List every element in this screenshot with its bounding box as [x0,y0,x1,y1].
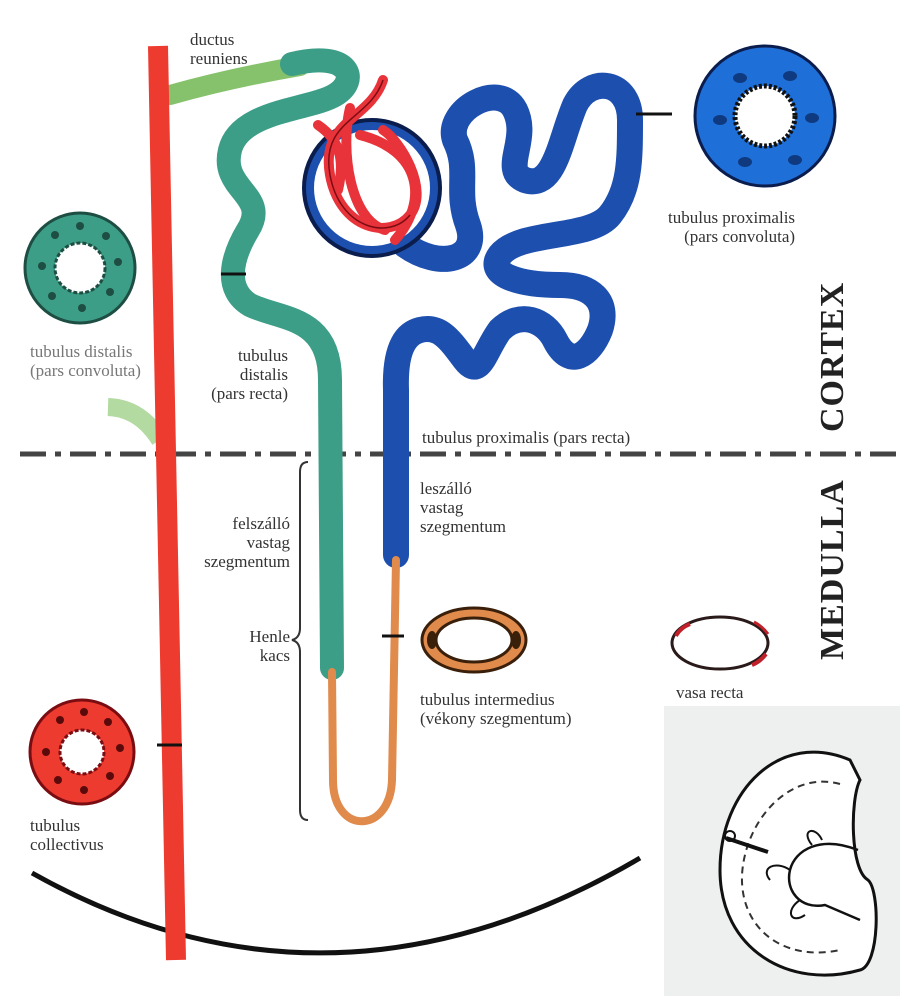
label-leszallo: leszálló vastag szegmentum [420,479,506,536]
cross-section-vasa-recta [670,615,770,671]
label-tubulus-distalis-convoluta: tubulus distalis (pars convoluta) [30,342,141,380]
label-tubulus-proximalis-recta: tubulus proximalis (pars recta) [422,428,631,447]
ductus-reuniens-fragment [107,398,168,446]
label-tubulus-collectivus: tubulus collectivus [30,816,104,854]
glomerulus-outline [327,79,411,229]
label-henle-kacs: Henle kacs [249,627,290,665]
kidney-inset [664,706,900,996]
henle-thin-segment [328,556,400,826]
ductus-reuniens [160,56,310,105]
label-tubulus-distalis-recta: tubulus distalis (pars recta) [211,346,288,403]
label-felszallo: felszálló vastag szegmentum [204,514,290,571]
label-tubulus-proximalis-convoluta: tubulus proximalis (pars convoluta) [668,208,796,246]
tubulus-collectivus-duct [148,45,186,961]
zone-label-cortex: CORTEX [814,281,851,432]
label-ductus-reuniens: ductus reuniens [190,30,248,68]
cross-section-distal [23,211,137,325]
cross-section-intermedius [420,606,528,674]
henle-brace [291,461,309,821]
tubulus-proximalis-path [382,72,643,568]
label-tubulus-intermedius: tubulus intermedius (vékony szegmentum) [420,690,572,728]
zone-label-medulla: MEDULLA [814,479,851,660]
cross-section-proximal [693,44,837,188]
label-vasa-recta: vasa recta [676,683,744,702]
cross-section-collectivus [28,698,136,806]
kidney-capsule-arc [30,855,642,956]
tubulus-distalis-path [216,48,360,680]
